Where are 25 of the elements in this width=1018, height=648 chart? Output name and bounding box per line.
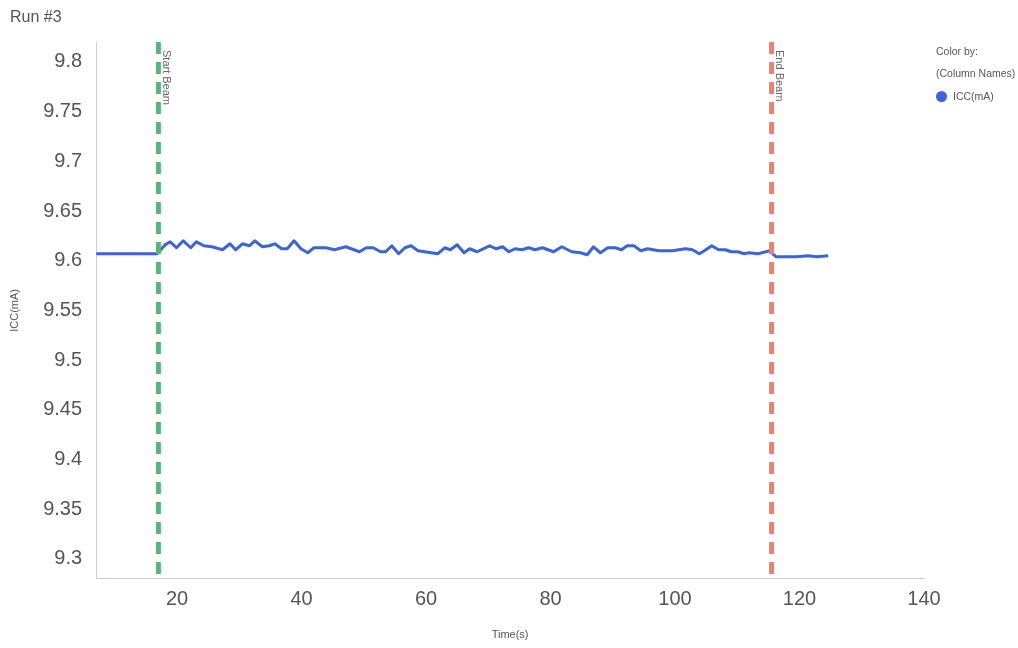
legend-title: Color by: (Column Names)	[936, 44, 1016, 81]
y-tick-label: 9.8	[54, 49, 83, 72]
y-tick-label: 9.35	[43, 496, 83, 519]
chart-title: Run #3	[10, 8, 62, 26]
legend-label: ICC(mA)	[953, 90, 994, 102]
y-tick-label: 9.5	[54, 347, 83, 370]
y-tick-label: 9.3	[54, 546, 83, 569]
ref-line-label: End Beam	[774, 50, 787, 102]
y-tick-label: 9.55	[43, 297, 83, 320]
y-axis-title: ICC(mA)	[7, 289, 20, 332]
y-tick-label: 9.75	[43, 99, 83, 122]
y-tick-label: 9.4	[54, 447, 83, 470]
ref-line-label: Start Beam	[161, 50, 174, 106]
x-tick-label: 120	[782, 587, 817, 610]
y-tick-label: 9.65	[43, 198, 83, 221]
x-axis-title: Time(s)	[491, 628, 529, 641]
x-tick-label: 100	[658, 587, 692, 610]
x-tick-label: 40	[290, 587, 313, 610]
x-tick-label: 20	[165, 587, 189, 610]
x-tick-label: 140	[907, 587, 941, 610]
y-tick-label: 9.45	[43, 397, 83, 420]
y-tick-label: 9.7	[54, 148, 83, 171]
y-tick-label: 9.6	[54, 248, 83, 271]
x-tick-label: 80	[539, 587, 562, 610]
x-tick-label: 60	[414, 587, 438, 610]
